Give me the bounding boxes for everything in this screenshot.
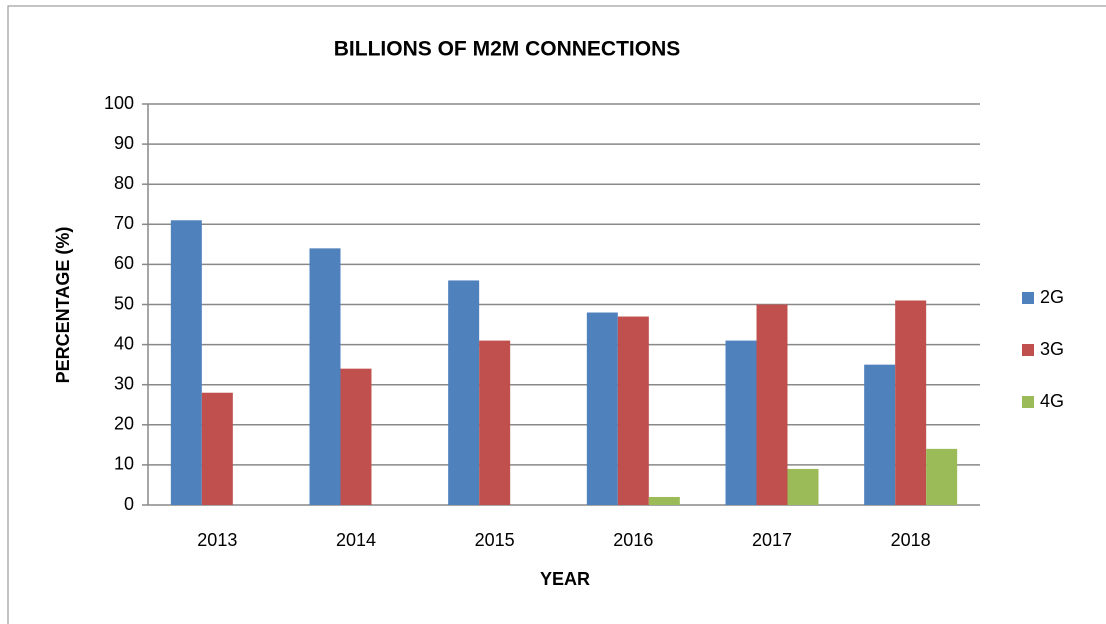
y-axis-label: PERCENTAGE (%) [53, 227, 73, 384]
y-tick-label: 80 [114, 173, 134, 193]
y-tick-label: 10 [114, 454, 134, 474]
legend-swatch [1022, 292, 1034, 304]
legend-swatch [1022, 396, 1034, 408]
bar [895, 300, 927, 505]
y-tick-label: 30 [114, 373, 134, 393]
bar [756, 304, 788, 505]
y-tick-label: 70 [114, 213, 134, 233]
bar [725, 340, 757, 505]
x-tick-label: 2014 [336, 530, 376, 550]
y-tick-label: 20 [114, 414, 134, 434]
bar [170, 220, 202, 506]
y-tick-label: 50 [114, 293, 134, 313]
y-tick-label: 60 [114, 253, 134, 273]
x-axis-label: YEAR [540, 569, 590, 589]
legend-label: 3G [1040, 339, 1064, 359]
y-tick-label: 90 [114, 133, 134, 153]
legend-label: 2G [1040, 287, 1064, 307]
x-tick-label: 2013 [197, 530, 237, 550]
x-tick-label: 2017 [752, 530, 792, 550]
bar [648, 496, 680, 505]
y-tick-label: 100 [104, 93, 134, 113]
bar [586, 312, 618, 505]
legend-label: 4G [1040, 391, 1064, 411]
x-tick-label: 2015 [475, 530, 515, 550]
bar [926, 448, 958, 505]
x-tick-label: 2016 [613, 530, 653, 550]
bar [448, 280, 480, 505]
y-tick-label: 40 [114, 333, 134, 353]
bar [201, 392, 233, 505]
bar [309, 248, 341, 506]
y-tick-label: 0 [124, 494, 134, 514]
bar [479, 340, 511, 505]
bar [617, 316, 649, 505]
bar [864, 364, 896, 505]
bar [340, 368, 372, 505]
chart-title: BILLIONS OF M2M CONNECTIONS [334, 38, 681, 61]
legend-swatch [1022, 344, 1034, 356]
bar [787, 468, 819, 505]
x-tick-label: 2018 [891, 530, 931, 550]
